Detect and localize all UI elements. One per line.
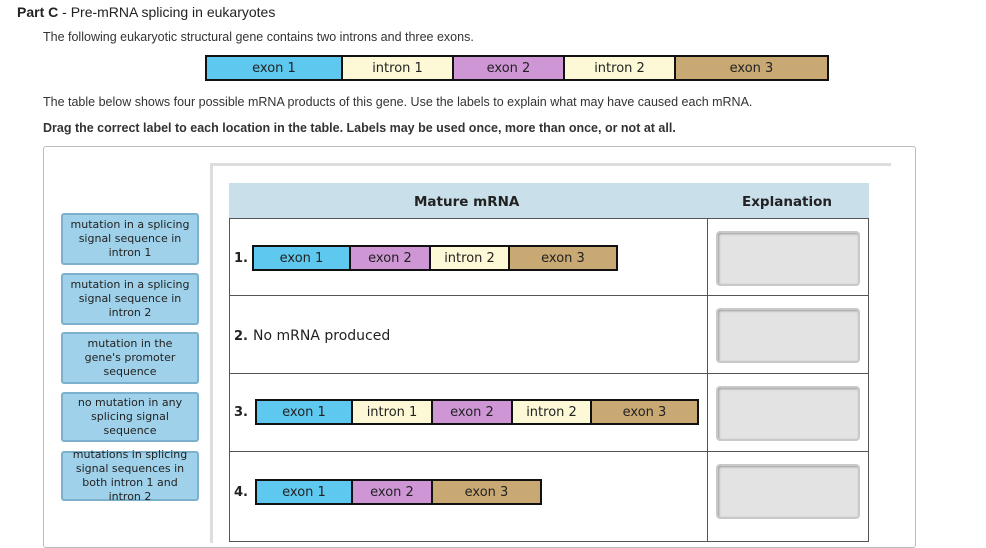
mrna-exon-3: exon 3 xyxy=(592,401,697,423)
explanation-cell xyxy=(707,452,869,542)
label-promoter-mutation[interactable]: mutation in the gene's promoter sequence xyxy=(61,332,199,384)
gene-exon-3: exon 3 xyxy=(676,57,827,79)
label-intron2-mutation[interactable]: mutation in a splicing signal sequence i… xyxy=(61,273,199,325)
row-number: 1. xyxy=(234,251,248,266)
label-no-mutation[interactable]: no mutation in any splicing signal seque… xyxy=(61,392,199,442)
mrna-product-3: exon 1 intron 1 exon 2 intron 2 exon 3 xyxy=(255,399,699,425)
mrna-exon-3: exon 3 xyxy=(433,481,540,503)
mrna-exon-3: exon 3 xyxy=(510,247,616,269)
part-title: Part C - Pre-mRNA splicing in eukaryotes xyxy=(17,4,275,20)
mrna-intron-2: intron 2 xyxy=(431,247,510,269)
no-mrna-text: No mRNA produced xyxy=(253,328,391,344)
explanation-cell xyxy=(707,374,869,452)
row-number: 4. xyxy=(234,485,248,500)
explanation-cell xyxy=(707,296,869,374)
part-label: Part C xyxy=(17,4,59,20)
mrna-product-4: exon 1 exon 2 exon 3 xyxy=(255,479,542,505)
mrna-exon-2: exon 2 xyxy=(351,247,431,269)
row-number: 3. xyxy=(234,405,248,420)
explanation-cell xyxy=(707,218,869,296)
mature-mrna-header: Mature mRNA xyxy=(414,194,520,210)
explanation-header: Explanation xyxy=(742,194,833,210)
mrna-exon-1: exon 1 xyxy=(257,401,353,423)
gene-exon-2: exon 2 xyxy=(454,57,565,79)
label-both-introns-mutation[interactable]: mutations in splicing signal sequences i… xyxy=(61,448,199,503)
row-number: 2. xyxy=(234,329,248,344)
gene-intron-1: intron 1 xyxy=(343,57,454,79)
intro-text: The following eukaryotic structural gene… xyxy=(43,30,474,44)
drop-target-3[interactable] xyxy=(716,386,860,441)
gene-structure: exon 1 intron 1 exon 2 intron 2 exon 3 xyxy=(205,55,829,81)
mrna-exon-1: exon 1 xyxy=(257,481,353,503)
mrna-exon-2: exon 2 xyxy=(353,481,433,503)
mrna-product-1: exon 1 exon 2 intron 2 exon 3 xyxy=(252,245,618,271)
table-header xyxy=(229,183,869,218)
mrna-intron-1: intron 1 xyxy=(353,401,433,423)
instruction-text: Drag the correct label to each location … xyxy=(43,121,676,135)
title-separator: - xyxy=(58,4,71,20)
mrna-intron-2: intron 2 xyxy=(513,401,592,423)
drop-target-4[interactable] xyxy=(716,464,860,519)
description-text: The table below shows four possible mRNA… xyxy=(43,95,753,109)
label-intron1-mutation[interactable]: mutation in a splicing signal sequence i… xyxy=(61,213,199,265)
mrna-exon-2: exon 2 xyxy=(433,401,513,423)
mrna-exon-1: exon 1 xyxy=(254,247,351,269)
gene-intron-2: intron 2 xyxy=(565,57,676,79)
gene-exon-1: exon 1 xyxy=(207,57,343,79)
drop-target-1[interactable] xyxy=(716,231,860,286)
drop-target-2[interactable] xyxy=(716,308,860,363)
part-title-text: Pre-mRNA splicing in eukaryotes xyxy=(70,4,276,20)
